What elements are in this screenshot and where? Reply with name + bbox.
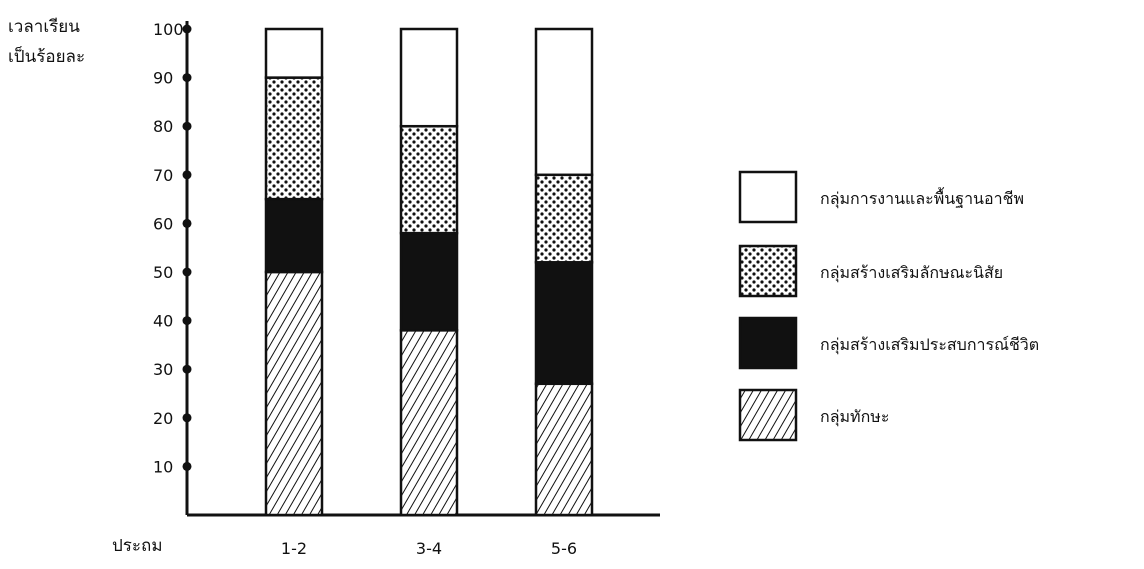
x-tick-labels: 1-2 3-4 5-6 [281, 539, 577, 558]
x-tick-label: 3-4 [416, 539, 442, 558]
bar-segment [399, 329, 459, 517]
y-tick-mark [182, 461, 192, 471]
y-tick-mark [182, 24, 192, 34]
y-tick-label: 60 [153, 214, 173, 233]
bar-segment [264, 197, 324, 274]
bar-segment [399, 231, 459, 332]
legend-swatch [738, 170, 798, 224]
x-axis-label: ประถม [112, 536, 163, 556]
bar-segment [534, 27, 594, 177]
legend-label: กลุ่มทักษะ [820, 407, 889, 427]
y-axis-label: เวลาเรียน เป็นร้อยละ [8, 12, 85, 72]
y-tick-mark [182, 121, 192, 131]
y-tick-mark [182, 218, 192, 228]
y-tick-mark [182, 413, 192, 423]
y-tick-mark [182, 316, 192, 326]
legend-label: กลุ่มสร้างเสริมลักษณะนิสัย [820, 263, 1003, 283]
x-tick-label: 5-6 [551, 539, 577, 558]
y-tick-mark [182, 73, 192, 83]
y-tick-label: 50 [153, 263, 173, 282]
y-tick-label: 30 [153, 360, 173, 379]
y-tick-mark [182, 364, 192, 374]
bar-segment [399, 27, 459, 128]
y-tick-label: 70 [153, 166, 173, 185]
legend: กลุ่มการงานและพื้นฐานอาชีพกลุ่มสร้างเสริ… [738, 170, 1039, 442]
bar-segment [534, 173, 594, 264]
y-tick-label: 90 [153, 69, 173, 88]
y-tick-label: 20 [153, 409, 173, 428]
bar-segment [264, 27, 324, 79]
bar-segment [399, 124, 459, 235]
legend-swatch [738, 244, 798, 298]
bars [264, 27, 594, 517]
y-tick-label: 100 [153, 20, 184, 39]
bar-segment [534, 261, 594, 386]
legend-label: กลุ่มการงานและพื้นฐานอาชีพ [820, 187, 1024, 209]
bar-segment [534, 382, 594, 517]
y-axis-label-line-2: เป็นร้อยละ [8, 47, 86, 67]
legend-label: กลุ่มสร้างเสริมประสบการณ์ชีวิต [820, 335, 1039, 355]
x-tick-label: 1-2 [281, 539, 307, 558]
y-tick-mark [182, 267, 192, 277]
y-tick-label: 40 [153, 312, 173, 331]
y-tick-label: 80 [153, 117, 173, 136]
bar-segment [264, 76, 324, 201]
y-axis-label-line-1: เวลาเรียน [8, 17, 80, 37]
y-tick-label: 10 [153, 457, 173, 476]
legend-swatch [738, 388, 798, 442]
y-tick-mark [182, 170, 192, 180]
bar-segment [264, 270, 324, 517]
legend-swatch [738, 316, 798, 370]
